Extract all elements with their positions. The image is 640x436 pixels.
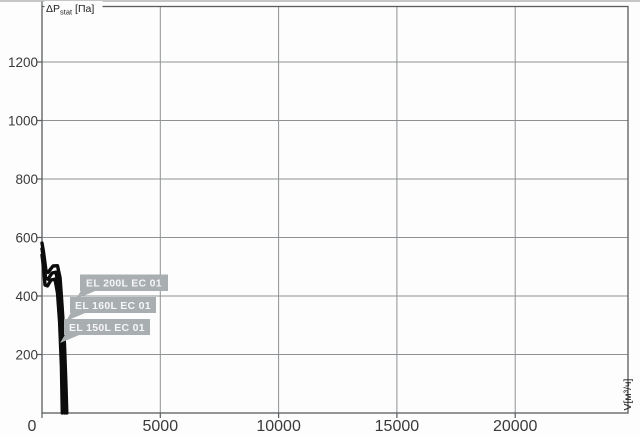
callout-tail <box>60 333 84 343</box>
y-tick-label: 400 <box>15 289 38 304</box>
y-axis-ticks <box>36 1 43 356</box>
x-axis-title: V[м³/ч] <box>622 378 634 410</box>
y-tick-label: 600 <box>15 230 38 245</box>
y-axis-title-background <box>44 1 103 13</box>
callout-el-160l-ec-01: EL 160L EC 01 <box>66 297 156 321</box>
fan-curves <box>40 241 69 415</box>
y-tick-label: 200 <box>15 347 38 362</box>
y-tick-label: 800 <box>15 172 38 187</box>
curve-el-150l-ec-01 <box>40 253 64 415</box>
callout-tail <box>76 289 100 299</box>
y-tick-label: 1200 <box>8 55 38 70</box>
plot-frame <box>41 5 629 414</box>
y-tick-label: 1000 <box>8 113 38 128</box>
svg-text:ΔPstat [Па]: ΔPstat [Па] <box>46 3 94 17</box>
x-axis-ticks <box>41 413 516 418</box>
x-tick-label: 0 <box>28 418 37 435</box>
gridlines-horizontal <box>42 61 628 355</box>
gridlines-vertical <box>159 6 516 413</box>
x-tick-label: 20000 <box>493 418 538 435</box>
page-top-edge <box>0 0 640 2</box>
y-axis-title: ΔPstat [Па] <box>44 1 103 17</box>
callout-el-200l-ec-01: EL 200L EC 01 <box>76 274 168 299</box>
callout-el-150l-ec-01: EL 150L EC 01 <box>60 319 150 343</box>
callout-tail <box>66 311 90 321</box>
callout-label: EL 150L EC 01 <box>69 322 145 334</box>
callout-box <box>80 274 168 291</box>
x-tick-label: 5000 <box>143 418 179 435</box>
callout-box <box>64 319 150 335</box>
callout-box <box>70 297 156 313</box>
x-tick-label: 10000 <box>256 418 301 435</box>
callout-label: EL 200L EC 01 <box>86 278 162 290</box>
x-axis-labels: 0 5000 10000 15000 20000 <box>28 418 538 435</box>
y-axis-labels: 1200 1000 800 600 400 200 <box>8 55 38 362</box>
x-tick-label: 15000 <box>375 418 420 435</box>
callout-label: EL 160L EC 01 <box>75 300 151 312</box>
